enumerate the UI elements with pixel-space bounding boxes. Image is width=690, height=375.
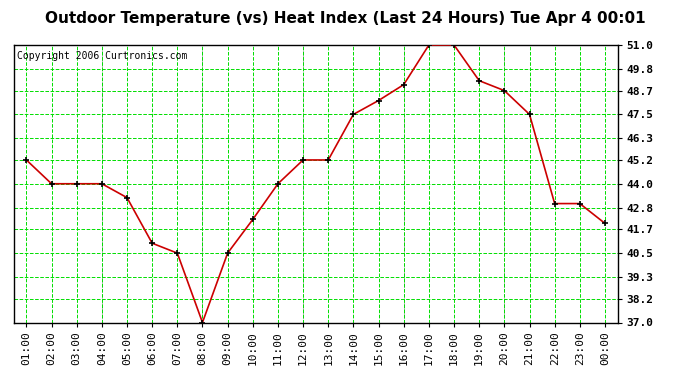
Text: Outdoor Temperature (vs) Heat Index (Last 24 Hours) Tue Apr 4 00:01: Outdoor Temperature (vs) Heat Index (Las… (45, 11, 645, 26)
Text: Copyright 2006 Curtronics.com: Copyright 2006 Curtronics.com (17, 51, 187, 60)
